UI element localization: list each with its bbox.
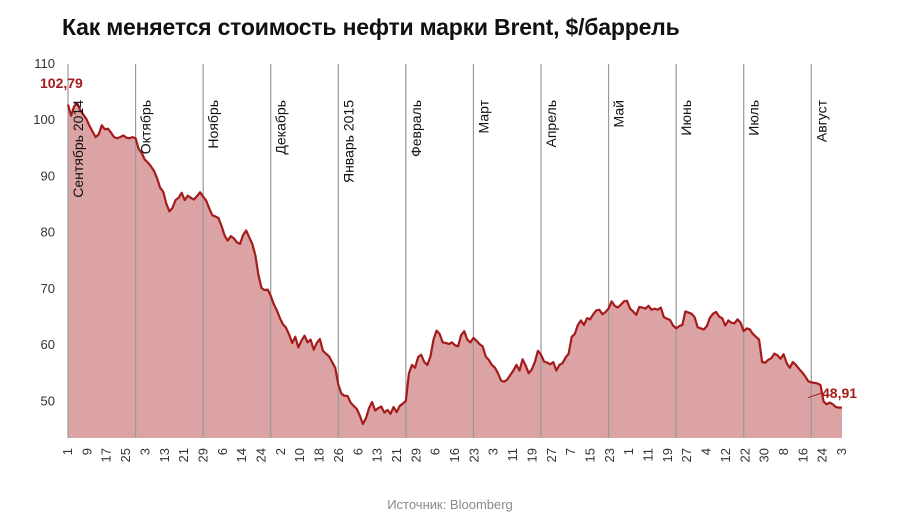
x-tick-label: 13: [157, 448, 172, 462]
y-tick-label: 50: [41, 393, 55, 408]
x-tick-label: 10: [292, 448, 307, 462]
end-value-label: 48,91: [822, 385, 857, 401]
y-tick-label: 60: [41, 337, 55, 352]
x-tick-label: 17: [99, 448, 114, 462]
x-tick-label: 26: [331, 448, 346, 462]
x-tick-label: 7: [563, 448, 578, 455]
x-tick-label: 2: [273, 448, 288, 455]
x-tick-label: 3: [834, 448, 849, 455]
x-tick-label: 16: [795, 448, 810, 462]
y-tick-label: 110: [34, 56, 55, 71]
x-tick-label: 24: [254, 448, 269, 462]
x-tick-label: 27: [544, 448, 559, 462]
month-label: Февраль: [408, 100, 424, 157]
y-tick-label: 70: [41, 281, 55, 296]
month-label: Апрель: [543, 100, 559, 148]
x-tick-label: 8: [776, 448, 791, 455]
x-tick-label: 12: [718, 448, 733, 462]
month-label: Октябрь: [138, 100, 154, 154]
chart-source: Источник: Bloomberg: [387, 497, 513, 512]
x-tick-label: 4: [699, 448, 714, 455]
x-tick-label: 29: [195, 448, 210, 462]
month-label: Июнь: [678, 100, 694, 136]
x-tick-label: 14: [234, 448, 249, 462]
x-tick-label: 19: [660, 448, 675, 462]
x-tick-label: 15: [582, 448, 597, 462]
month-label: Июль: [746, 100, 762, 136]
month-label: Декабрь: [273, 100, 289, 155]
month-label: Ноябрь: [205, 100, 221, 149]
month-label: Август: [813, 99, 829, 142]
month-label: Сентябрь 2014: [70, 100, 86, 198]
x-tick-label: 25: [118, 448, 133, 462]
x-tick-label: 11: [641, 448, 656, 462]
end-value-leader: [807, 392, 823, 399]
x-tick-label: 11: [505, 448, 520, 462]
x-tick-label: 21: [176, 448, 191, 462]
x-tick-label: 16: [447, 448, 462, 462]
y-tick-label: 80: [41, 225, 55, 240]
y-tick-label: 100: [33, 112, 55, 127]
x-tick-label: 9: [79, 448, 94, 455]
series-line: [66, 102, 843, 426]
x-tick-label: 6: [428, 448, 443, 455]
x-tick-label: 29: [408, 448, 423, 462]
chart-title: Как меняется стоимость нефти марки Brent…: [62, 14, 680, 40]
start-value-label: 102,79: [40, 75, 83, 91]
x-tick-label: 18: [312, 448, 327, 462]
x-tick-label: 19: [524, 448, 539, 462]
x-tick-label: 1: [621, 448, 636, 455]
x-tick-label: 23: [602, 448, 617, 462]
month-label: Май: [611, 100, 627, 127]
x-tick-label: 6: [215, 448, 230, 455]
area-fill: [68, 103, 842, 439]
x-tick-label: 30: [757, 448, 772, 462]
x-tick-label: 1: [60, 448, 75, 455]
x-tick-label: 24: [815, 448, 830, 462]
x-tick-label: 23: [466, 448, 481, 462]
month-label: Январь 2015: [340, 100, 356, 183]
x-tick-label: 3: [486, 448, 501, 455]
x-tick-label: 22: [737, 448, 752, 462]
x-tick-label: 21: [389, 448, 404, 462]
x-tick-label: 13: [370, 448, 385, 462]
x-tick-label: 27: [679, 448, 694, 462]
month-label: Март: [475, 99, 491, 133]
x-tick-label: 3: [137, 448, 152, 455]
y-tick-label: 90: [41, 168, 55, 183]
x-tick-label: 6: [350, 448, 365, 455]
